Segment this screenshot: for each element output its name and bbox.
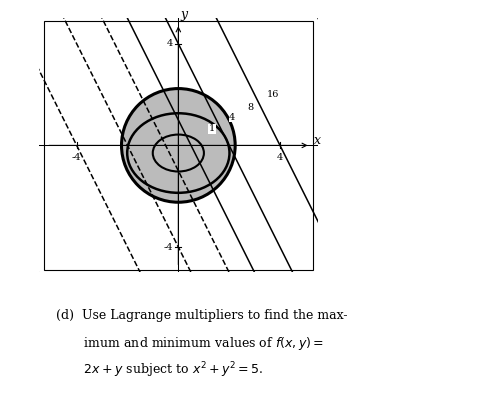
Text: 4: 4	[229, 113, 235, 122]
Text: -4: -4	[163, 242, 173, 252]
Text: 8: 8	[247, 103, 253, 112]
Text: 1: 1	[209, 125, 215, 133]
Text: y: y	[181, 8, 188, 21]
Text: 4: 4	[277, 152, 283, 162]
Text: 4: 4	[166, 39, 173, 48]
Text: $2x + y$ subject to $x^2 + y^2 = 5$.: $2x + y$ subject to $x^2 + y^2 = 5$.	[55, 361, 263, 380]
Text: -4: -4	[72, 152, 81, 162]
Text: 16: 16	[268, 90, 280, 99]
Text: imum and minimum values of $f(x, y) =$: imum and minimum values of $f(x, y) =$	[55, 334, 324, 352]
Circle shape	[121, 88, 235, 202]
Text: (d)  Use Lagrange multipliers to find the max-: (d) Use Lagrange multipliers to find the…	[55, 309, 347, 322]
Text: x: x	[314, 134, 321, 147]
